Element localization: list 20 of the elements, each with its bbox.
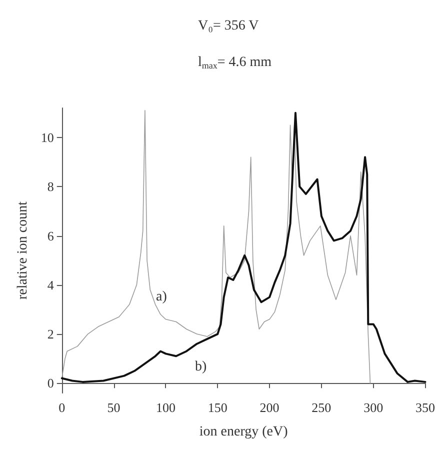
chart-title: V₀= 356 V — [198, 18, 259, 34]
x-tick-label: 50 — [107, 400, 120, 415]
x-tick-label: 200 — [260, 400, 280, 415]
line-series — [62, 110, 371, 384]
annotation: a) — [156, 290, 168, 304]
x-tick-label: 0 — [58, 400, 66, 415]
x-tick-label: 150 — [208, 400, 228, 415]
y-tick-label: 8 — [47, 179, 54, 194]
y-tick-label: 2 — [47, 326, 54, 342]
y-tick-label: 6 — [47, 228, 54, 244]
y-tick-label: 0 — [47, 376, 54, 391]
x-tick-label: 350 — [416, 400, 435, 415]
x-tick-label: 100 — [156, 400, 176, 415]
y-axis-title: relative ion count — [16, 201, 30, 300]
x-tick-label: 250 — [312, 400, 332, 415]
y-tick-label: 4 — [47, 277, 54, 292]
x-axis-title: ion energy (eV) — [199, 424, 288, 440]
x-tick-label: 300 — [364, 400, 384, 415]
y-tick-label: 10 — [40, 130, 54, 145]
annotation: b) — [195, 360, 207, 374]
